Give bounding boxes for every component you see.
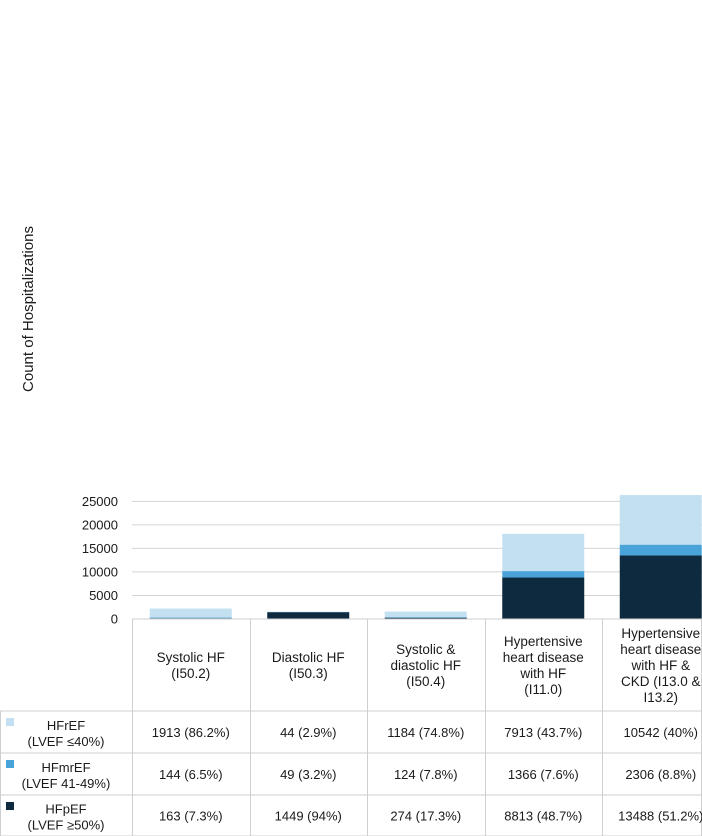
category-label: with HF &: [630, 658, 690, 673]
data-label-hfref-0: 1913 (86.2%): [152, 725, 230, 740]
category-label: (I11.0): [524, 682, 562, 697]
data-label-hfref-2: 1184 (74.8%): [387, 725, 464, 740]
category-label: (I50.2): [171, 666, 210, 681]
legend-swatch-hfpef: [6, 802, 14, 810]
legend-swatch-hfmref: [6, 760, 14, 768]
y-tick-label: 20000: [82, 517, 118, 532]
data-label-hfref-1: 44 (2.9%): [280, 725, 336, 740]
bar-hfmref-2: [384, 617, 467, 618]
legend-swatch-hfref: [6, 718, 14, 726]
data-label-hfpef-4: 13488 (51.2%): [618, 809, 702, 824]
data-label-hfref-3: 7913 (43.7%): [504, 725, 582, 740]
data-label-hfmref-3: 1366 (7.6%): [508, 767, 579, 782]
y-tick-label: 0: [111, 612, 118, 627]
category-label: (I50.4): [406, 674, 445, 689]
bar-hfpef-1: [267, 612, 350, 619]
data-label-hfpef-1: 1449 (94%): [275, 809, 342, 824]
data-label-hfpef-2: 274 (17.3%): [390, 809, 461, 824]
y-tick-label: 10000: [82, 564, 118, 579]
bar-hfpef-4: [619, 555, 702, 619]
bar-hfref-0: [149, 608, 232, 618]
category-label: Systolic &: [396, 642, 455, 657]
y-tick-label: 5000: [89, 588, 118, 603]
category-label: diastolic HF: [390, 658, 461, 673]
data-label-hfmref-2: 124 (7.8%): [394, 767, 458, 782]
legend-sublabel-hfpef: (LVEF ≥50%): [28, 818, 105, 833]
category-label: with HF: [519, 666, 566, 681]
category-label: I13.2): [643, 690, 678, 705]
category-label: CKD (I13.0 &: [621, 674, 701, 689]
legend-sublabel-hfmref: (LVEF 41-49%): [22, 776, 111, 791]
category-label: heart disease: [620, 642, 701, 657]
legend-label-hfpef: HFpEF: [45, 802, 86, 817]
legend-sublabel-hfref: (LVEF ≤40%): [28, 734, 105, 749]
y-axis-title: Count of Hospitalizations: [20, 226, 37, 392]
category-label: (I50.3): [289, 666, 328, 681]
data-label-hfmref-0: 144 (6.5%): [159, 767, 223, 782]
bar-hfref-4: [619, 495, 702, 545]
legend-label-hfref: HFrEF: [47, 718, 85, 733]
bar-hfref-2: [384, 611, 467, 618]
data-label-hfref-4: 10542 (40%): [624, 725, 698, 740]
bar-hfmref-3: [502, 571, 585, 578]
bar-hfmref-4: [619, 544, 702, 556]
y-tick-label: 25000: [82, 494, 118, 509]
category-label: Diastolic HF: [272, 650, 345, 665]
category-label: Hypertensive: [504, 634, 583, 649]
category-label: Hypertensive: [621, 626, 700, 641]
legend-label-hfmref: HFmrEF: [41, 760, 90, 775]
bar-hfpef-2: [384, 617, 467, 619]
bar-hfpef-3: [502, 577, 585, 619]
y-tick-label: 15000: [82, 541, 118, 556]
data-label-hfmref-1: 49 (3.2%): [280, 767, 336, 782]
category-label: Systolic HF: [157, 650, 225, 665]
data-label-hfmref-4: 2306 (8.8%): [625, 767, 696, 782]
bar-hfmref-0: [149, 617, 232, 619]
bar-hfref-3: [502, 533, 585, 572]
category-label: heart disease: [503, 650, 584, 665]
data-label-hfpef-3: 8813 (48.7%): [504, 809, 582, 824]
data-label-hfpef-0: 163 (7.3%): [159, 809, 223, 824]
